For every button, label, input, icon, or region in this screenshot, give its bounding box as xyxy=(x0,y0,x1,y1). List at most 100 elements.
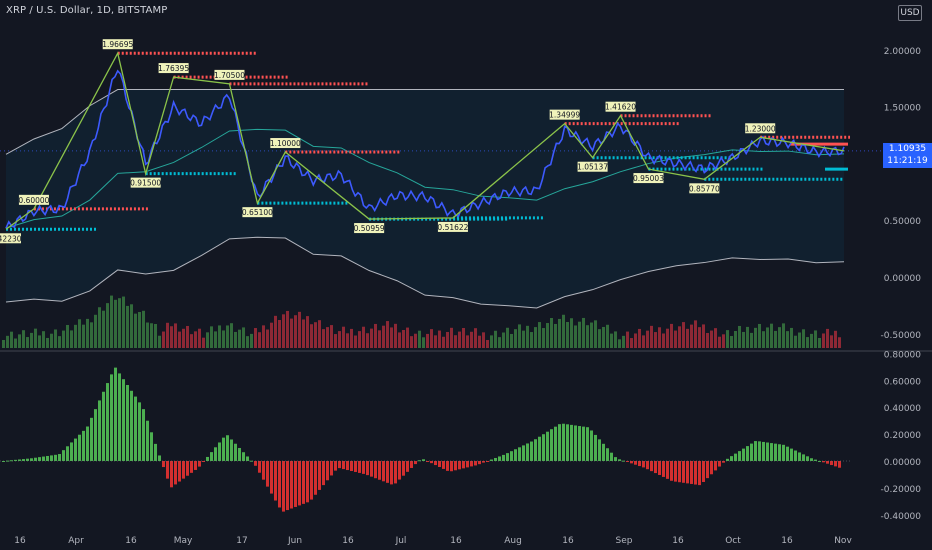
pivot-label-box xyxy=(270,138,301,149)
oscillator-bar xyxy=(610,452,613,461)
volume-bar xyxy=(758,323,761,348)
oscillator-bar xyxy=(482,461,485,463)
oscillator-bar xyxy=(294,461,297,507)
volume-bar xyxy=(118,298,121,348)
oscillator-bar xyxy=(46,455,49,461)
oscillator-bar xyxy=(750,443,753,461)
pivot-labels: 0.42230 0.60000 1.96695 0.91500 1.76395 1.705… xyxy=(0,39,776,244)
pivot-label-box xyxy=(633,173,664,184)
pivot-label-box xyxy=(158,63,189,74)
oscillator-bar xyxy=(26,458,29,461)
currency-button[interactable]: USD xyxy=(898,5,922,21)
pivot-label: 1.10000 xyxy=(270,139,301,148)
volume-bar xyxy=(302,319,305,348)
volume-bar xyxy=(666,328,669,348)
oscillator-bars xyxy=(2,367,841,512)
oscillator-bar xyxy=(838,461,841,468)
volume-bar xyxy=(614,331,617,348)
oscillator-bar xyxy=(614,457,617,461)
volume-bar xyxy=(62,330,65,348)
oscillator-bar xyxy=(50,455,53,461)
oscillator-bar xyxy=(342,461,345,470)
oscillator-bar xyxy=(190,461,193,473)
oscillator-bar xyxy=(438,461,441,467)
oscillator-bar xyxy=(374,461,377,479)
volume-bar xyxy=(410,336,413,348)
volume-bar xyxy=(22,330,25,348)
oscillator-bar xyxy=(822,461,825,463)
pivot-label: 0.50959 xyxy=(354,224,385,233)
oscillator-bar xyxy=(38,457,41,461)
volume-bar xyxy=(582,317,585,348)
oscillator-bar xyxy=(586,427,589,461)
oscillator-bar xyxy=(554,426,557,461)
volume-bar xyxy=(486,339,489,348)
volume-bar xyxy=(726,330,729,348)
oscillator-bar xyxy=(450,461,453,472)
time-axis: 16 Apr 16 May 17 Jun 16 Jul 16 Aug 16 Sep 16 Oct 16 Nov xyxy=(14,536,852,546)
pivot-label-box xyxy=(605,101,636,112)
volume-bar xyxy=(414,333,417,348)
oscillator-bar xyxy=(58,454,61,461)
oscillator-bar xyxy=(686,461,689,484)
oscillator-tick: 0.60000 xyxy=(884,377,921,387)
oscillator-bar xyxy=(410,461,413,468)
volume-bar xyxy=(298,311,301,348)
oscillator-bar xyxy=(434,461,437,466)
band-upper xyxy=(5,89,844,155)
oscillator-bar xyxy=(526,443,529,461)
time-tick: 16 xyxy=(125,536,137,546)
volume-bar xyxy=(606,324,609,348)
volume-bar xyxy=(110,295,113,348)
oscillator-bar xyxy=(242,452,245,461)
volume-bar xyxy=(578,321,581,348)
pivot-label-box xyxy=(745,123,776,134)
oscillator-bar xyxy=(194,461,197,470)
volume-bar xyxy=(290,318,293,348)
oscillator-bar xyxy=(462,461,465,469)
volume-bar xyxy=(330,325,333,348)
oscillator-tick: 0.40000 xyxy=(884,404,921,414)
oscillator-bar xyxy=(230,439,233,461)
oscillator-bar xyxy=(498,456,501,461)
oscillator-bar xyxy=(226,435,229,461)
oscillator-bar xyxy=(210,452,213,461)
oscillator-bar xyxy=(130,390,133,461)
volume-bar xyxy=(626,331,629,348)
volume-bar xyxy=(294,315,297,348)
volume-bar xyxy=(182,328,185,348)
volume-bar xyxy=(326,327,329,348)
volume-bar xyxy=(138,312,141,348)
volume-bar xyxy=(258,332,261,348)
oscillator-bar xyxy=(806,456,809,461)
oscillator-bar xyxy=(530,441,533,461)
volume-bar xyxy=(66,324,69,348)
volume-bar xyxy=(778,327,781,348)
pivot-label: 1.76395 xyxy=(158,64,189,73)
oscillator-bar xyxy=(490,459,493,461)
pivot-label-box xyxy=(102,39,133,50)
oscillator-bar xyxy=(74,438,77,461)
volume-bar xyxy=(166,322,169,348)
oscillator-bar xyxy=(626,461,629,463)
oscillator-bar xyxy=(674,461,677,482)
volume-bar xyxy=(186,325,189,348)
oscillator-bar xyxy=(42,456,45,461)
oscillator-bar xyxy=(314,461,317,495)
pivot-levels xyxy=(6,51,850,231)
volume-bar xyxy=(814,330,817,348)
pivot-label: 0.42230 xyxy=(0,234,22,243)
volume-bar xyxy=(646,330,649,348)
volume-bar xyxy=(6,335,9,348)
volume-bar xyxy=(670,323,673,348)
volume-bar xyxy=(742,331,745,348)
pivot-label-box xyxy=(0,233,21,244)
volume-bar xyxy=(530,332,533,348)
oscillator-bar xyxy=(650,461,653,472)
oscillator-bar xyxy=(90,417,93,461)
oscillator-bar xyxy=(826,461,829,464)
volume-bar xyxy=(394,323,397,348)
oscillator-bar xyxy=(10,460,13,462)
volume-bar xyxy=(406,327,409,348)
